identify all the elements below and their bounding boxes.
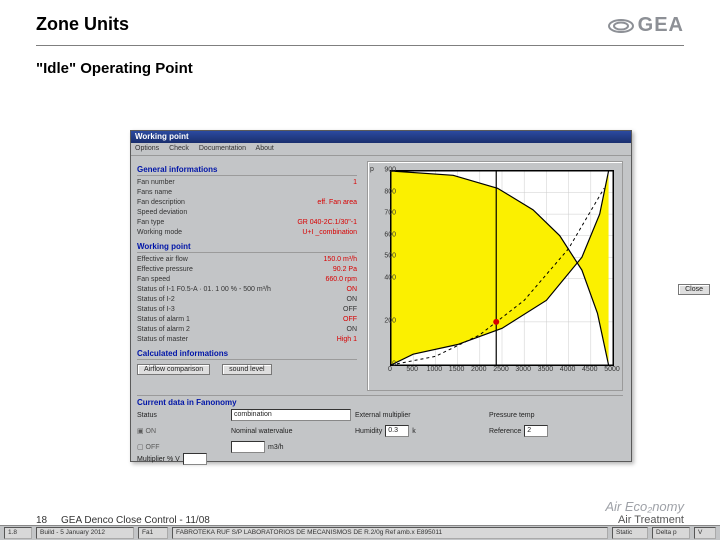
multiplier-label: Multiplier % V (137, 456, 180, 463)
xtick: 4500 (582, 366, 598, 373)
close-button[interactable]: Close (678, 284, 710, 295)
reference-field[interactable]: 2 (524, 425, 548, 437)
hysteresis-label: Humidity (355, 428, 382, 435)
brand-logo: GEA (608, 14, 684, 37)
subtitle: "Idle" Operating Point (0, 46, 720, 77)
airflow-button[interactable]: Airflow comparison (137, 364, 210, 375)
menu-check[interactable]: Check (169, 145, 189, 152)
lower-title: Current data in Fanonomy (137, 398, 623, 407)
status-seg-path: FABROTEKA RUF S/P LABORATORIOS DE MECANI… (172, 527, 608, 539)
info-row: Status of masterHigh 1 (137, 335, 357, 345)
off-indicator: ▢ OFF (137, 444, 160, 451)
xtick: 2500 (493, 366, 509, 373)
info-row: Status of I-1 F0.5-A · 01. 1 00 % - 500 … (137, 285, 357, 295)
mult-field[interactable] (183, 453, 207, 465)
xtick: 0 (388, 366, 392, 373)
ytick: 400 (384, 274, 396, 281)
gea-swirl-icon (608, 16, 634, 36)
titlebar: Working point (131, 131, 631, 143)
xtick: 3000 (515, 366, 531, 373)
xtick: 5000 (604, 366, 620, 373)
xtick: 2000 (471, 366, 487, 373)
info-row: Fan descriptioneff. Fan area (137, 198, 357, 208)
menu-options[interactable]: Options (135, 145, 159, 152)
ytick: 0 (392, 361, 396, 368)
ytick: 900 (384, 167, 396, 174)
nominal-unit: m3/h (268, 444, 284, 451)
humidity-field[interactable]: 0.3 (385, 425, 409, 437)
on-indicator: ▣ ON (137, 428, 156, 435)
ytick: 600 (384, 231, 396, 238)
ytick: 700 (384, 210, 396, 217)
ytick: 200 (384, 317, 396, 324)
left-panel: General informations Fan number1Fans nam… (137, 161, 357, 375)
chart-area (390, 170, 614, 366)
menu-documentation[interactable]: Documentation (199, 145, 246, 152)
nominal-label: Nominal watervalue (231, 428, 292, 435)
menu-about[interactable]: About (256, 145, 274, 152)
ytick: 800 (384, 188, 396, 195)
external-label: External multiplier (355, 412, 485, 419)
status-seg-delta: Delta p (652, 527, 690, 539)
info-row: Status of I-3OFF (137, 305, 357, 315)
info-row: Effective pressure90.2 Pa (137, 265, 357, 275)
lower-box: Current data in Fanonomy Status combinat… (137, 395, 623, 436)
pressure-label: Pressure temp (489, 412, 589, 419)
info-row: Fan speed660.0 rpm (137, 275, 357, 285)
status-seg-static: Static (612, 527, 648, 539)
status-seg-v: V (694, 527, 716, 539)
status-seg-fa: Fa1 (138, 527, 168, 539)
xtick: 1500 (449, 366, 465, 373)
info-row: Status of alarm 2ON (137, 325, 357, 335)
xtick: 500 (406, 366, 418, 373)
info-row: Speed deviation (137, 208, 357, 218)
nominal-field[interactable] (231, 441, 265, 453)
section-calc: Calculated informations (137, 349, 357, 360)
xtick: 1000 (427, 366, 443, 373)
footer-text: GEA Denco Close Control - 11/08 (61, 515, 210, 526)
section-general: General informations (137, 165, 357, 176)
app-window: Working point Options Check Documentatio… (130, 130, 632, 462)
info-row: Effective air flow150.0 m³/h (137, 255, 357, 265)
info-row: Status of alarm 1OFF (137, 315, 357, 325)
info-row: Working modeU+I _combination (137, 228, 357, 238)
sound-button[interactable]: sound level (222, 364, 271, 375)
section-working: Working point (137, 242, 357, 253)
status-field[interactable]: combination (231, 409, 351, 421)
xtick: 4000 (560, 366, 576, 373)
info-row: Fan number1 (137, 178, 357, 188)
status-seg-version: 1.8 (4, 527, 32, 539)
page-title: Zone Units (36, 14, 129, 35)
info-row: Fan typeGR 040-2C.1/30"-1 (137, 218, 357, 228)
info-row: Status of I-2ON (137, 295, 357, 305)
reference-label: Reference (489, 428, 521, 435)
menubar[interactable]: Options Check Documentation About (131, 143, 631, 156)
page-number: 18 (36, 515, 47, 526)
statusbar: 1.8 Build - 5 January 2012 Fa1 FABROTEKA… (0, 525, 720, 540)
status-label: Status (137, 412, 227, 419)
air-economy-brand: Air Eco₂nomy (605, 499, 684, 514)
ytick: 500 (384, 253, 396, 260)
status-seg-build: Build - 5 January 2012 (36, 527, 134, 539)
chart-panel: p 0 200 400 500 600 700 800 900 0 500 1000 1500 200… (367, 161, 623, 391)
footer-right-text: Air Treatment (605, 514, 684, 526)
info-row: Fans name (137, 188, 357, 198)
xtick: 3500 (538, 366, 554, 373)
chart-ylabel: p (370, 166, 374, 173)
